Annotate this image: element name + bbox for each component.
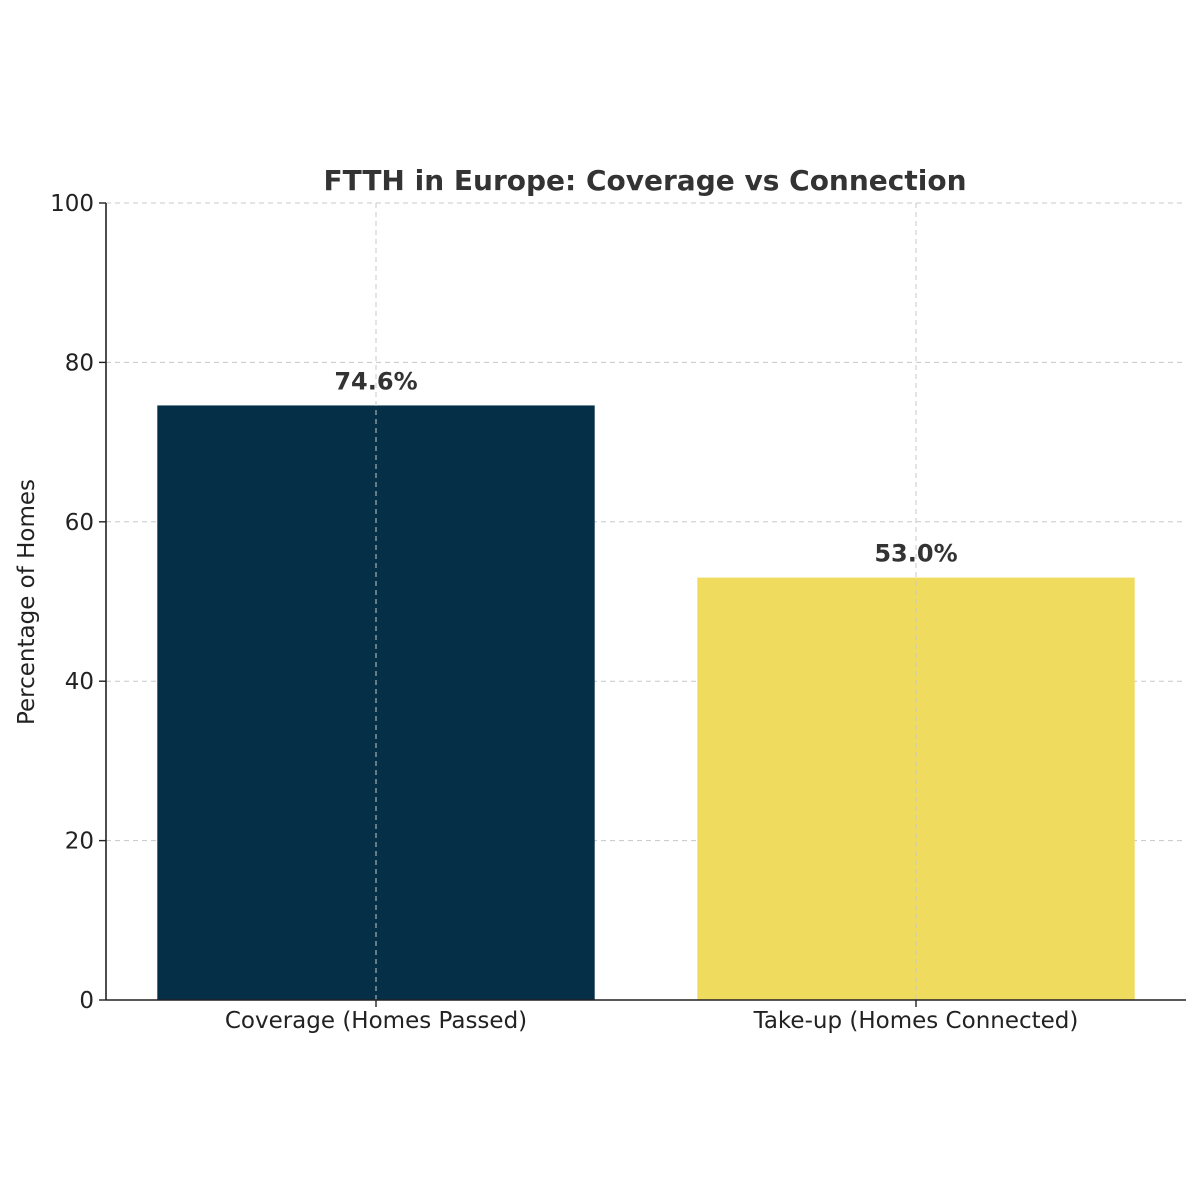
bars <box>157 405 1135 1000</box>
y-tick-label: 0 <box>79 988 94 1014</box>
y-axis-label: Percentage of Homes <box>14 479 40 725</box>
labels: 74.6% Coverage (Homes Passed) 53.0% Take-up… <box>50 191 1078 1034</box>
chart-title: FTTH in Europe: Coverage vs Connection <box>323 164 966 197</box>
y-tick-label: 60 <box>65 510 94 536</box>
bar-value-label: 74.6% <box>334 367 417 395</box>
x-tick-label: Coverage (Homes Passed) <box>225 1008 527 1034</box>
y-tick-label: 100 <box>50 191 94 217</box>
axes <box>99 202 1186 1007</box>
y-tick-label: 40 <box>65 669 94 695</box>
vertical-grid <box>375 203 917 1000</box>
bar-value-label: 53.0% <box>874 540 957 568</box>
x-tick-label: Take-up (Homes Connected) <box>753 1008 1079 1034</box>
y-tick-label: 20 <box>65 829 94 855</box>
y-tick-label: 80 <box>65 350 94 376</box>
